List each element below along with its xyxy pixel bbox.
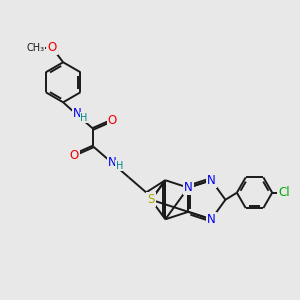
Text: N: N xyxy=(207,213,216,226)
Text: O: O xyxy=(108,114,117,127)
Text: N: N xyxy=(108,156,117,169)
Text: CH₃: CH₃ xyxy=(26,43,44,52)
Text: N: N xyxy=(207,174,216,187)
Text: H: H xyxy=(80,112,87,123)
Text: O: O xyxy=(47,41,57,54)
Text: S: S xyxy=(147,193,155,206)
Text: N: N xyxy=(73,107,82,120)
Text: Cl: Cl xyxy=(278,186,290,199)
Text: N: N xyxy=(184,181,193,194)
Text: H: H xyxy=(116,161,123,171)
Text: O: O xyxy=(69,148,79,161)
